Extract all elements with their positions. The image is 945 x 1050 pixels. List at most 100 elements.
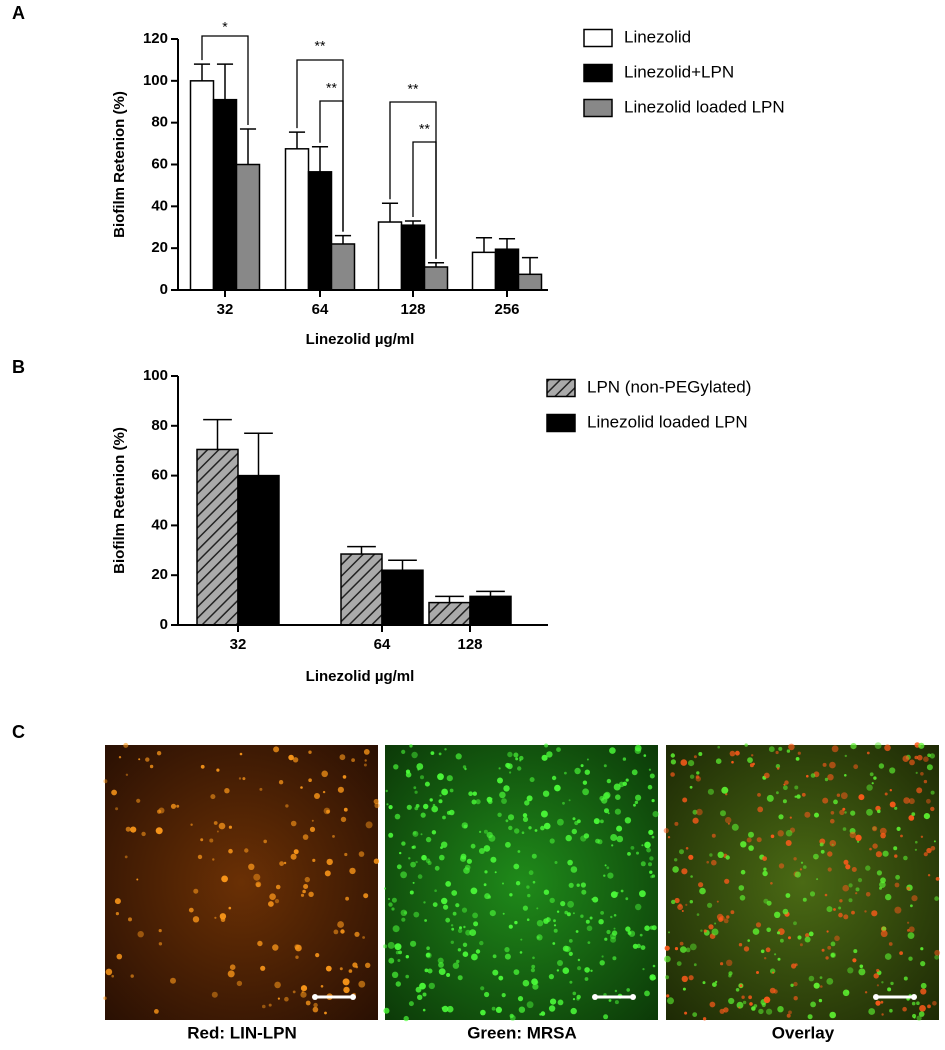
cell [337, 786, 344, 793]
cell [616, 825, 623, 832]
cell [763, 867, 767, 871]
cell [894, 906, 902, 914]
cell [158, 942, 163, 946]
cell [452, 911, 457, 916]
cell [682, 987, 686, 991]
cell [807, 1014, 813, 1020]
cell [648, 862, 652, 867]
cell [388, 832, 394, 838]
cell [268, 1003, 272, 1007]
x-tick-label: 128 [457, 636, 482, 653]
cell [546, 751, 553, 758]
cell [515, 757, 519, 761]
y-tick-label: 60 [151, 155, 168, 172]
cell [723, 918, 729, 924]
cell [464, 767, 467, 771]
cell [449, 788, 454, 793]
cell [911, 895, 918, 902]
cell [731, 760, 734, 764]
cell [580, 914, 584, 918]
cell [557, 960, 563, 966]
significance-bracket [201, 35, 249, 125]
cell [707, 788, 715, 795]
cell [364, 759, 367, 762]
cell [933, 840, 936, 843]
cell [568, 951, 573, 957]
cell [800, 861, 804, 864]
cell [770, 882, 773, 885]
cell [833, 799, 838, 805]
cell [766, 794, 774, 802]
cell [908, 815, 915, 821]
cell [342, 775, 347, 779]
cell [302, 889, 306, 894]
cell [490, 856, 497, 863]
cell [311, 819, 314, 822]
cell [585, 919, 590, 924]
cell [374, 802, 380, 809]
cell [794, 871, 801, 878]
cell [674, 858, 678, 862]
cell [763, 772, 770, 779]
cell [460, 855, 467, 862]
cell [670, 759, 677, 765]
cell [395, 981, 401, 987]
cell [636, 943, 641, 949]
cell [459, 926, 462, 930]
cell [902, 755, 910, 762]
cell [590, 969, 593, 972]
cell [646, 847, 651, 853]
cell [278, 780, 284, 785]
y-axis-label: Biofilm Retenion (%) [111, 91, 128, 238]
cell [634, 800, 639, 805]
cell [696, 913, 700, 916]
cell [601, 955, 604, 958]
y-tick-label: 0 [160, 281, 168, 298]
cell [881, 926, 887, 932]
cell [492, 969, 499, 976]
cell [698, 752, 703, 756]
cell [479, 830, 482, 834]
cell [842, 884, 849, 892]
cell [889, 801, 896, 808]
scale-end [350, 994, 356, 1000]
cell [833, 908, 836, 911]
cell [507, 814, 515, 821]
legend-swatch [583, 63, 613, 83]
cell [757, 793, 761, 797]
cell [736, 1001, 744, 1009]
cell [391, 907, 395, 911]
cell [388, 957, 395, 964]
cell [610, 834, 618, 841]
cell [391, 971, 399, 978]
cell [785, 829, 793, 837]
cell [465, 929, 471, 936]
cell [345, 896, 349, 901]
cell [729, 750, 736, 757]
cell [520, 938, 523, 941]
cell [575, 930, 579, 933]
cell [253, 873, 261, 881]
cell [746, 837, 752, 843]
cell [845, 864, 851, 870]
cell [772, 971, 775, 974]
cell [156, 751, 162, 756]
bar [469, 595, 512, 626]
cell [633, 803, 636, 807]
cell [274, 981, 281, 989]
cell [777, 957, 781, 961]
cell [123, 742, 129, 748]
cell [219, 913, 227, 920]
cell [522, 816, 529, 823]
y-tick-label: 100 [143, 72, 168, 89]
bar [381, 569, 424, 626]
bar [377, 221, 403, 291]
cell [695, 776, 701, 782]
cell [848, 883, 853, 888]
cell [797, 751, 801, 755]
cell [834, 935, 840, 942]
cell [613, 914, 617, 917]
cell [685, 903, 688, 907]
cell [664, 945, 670, 951]
